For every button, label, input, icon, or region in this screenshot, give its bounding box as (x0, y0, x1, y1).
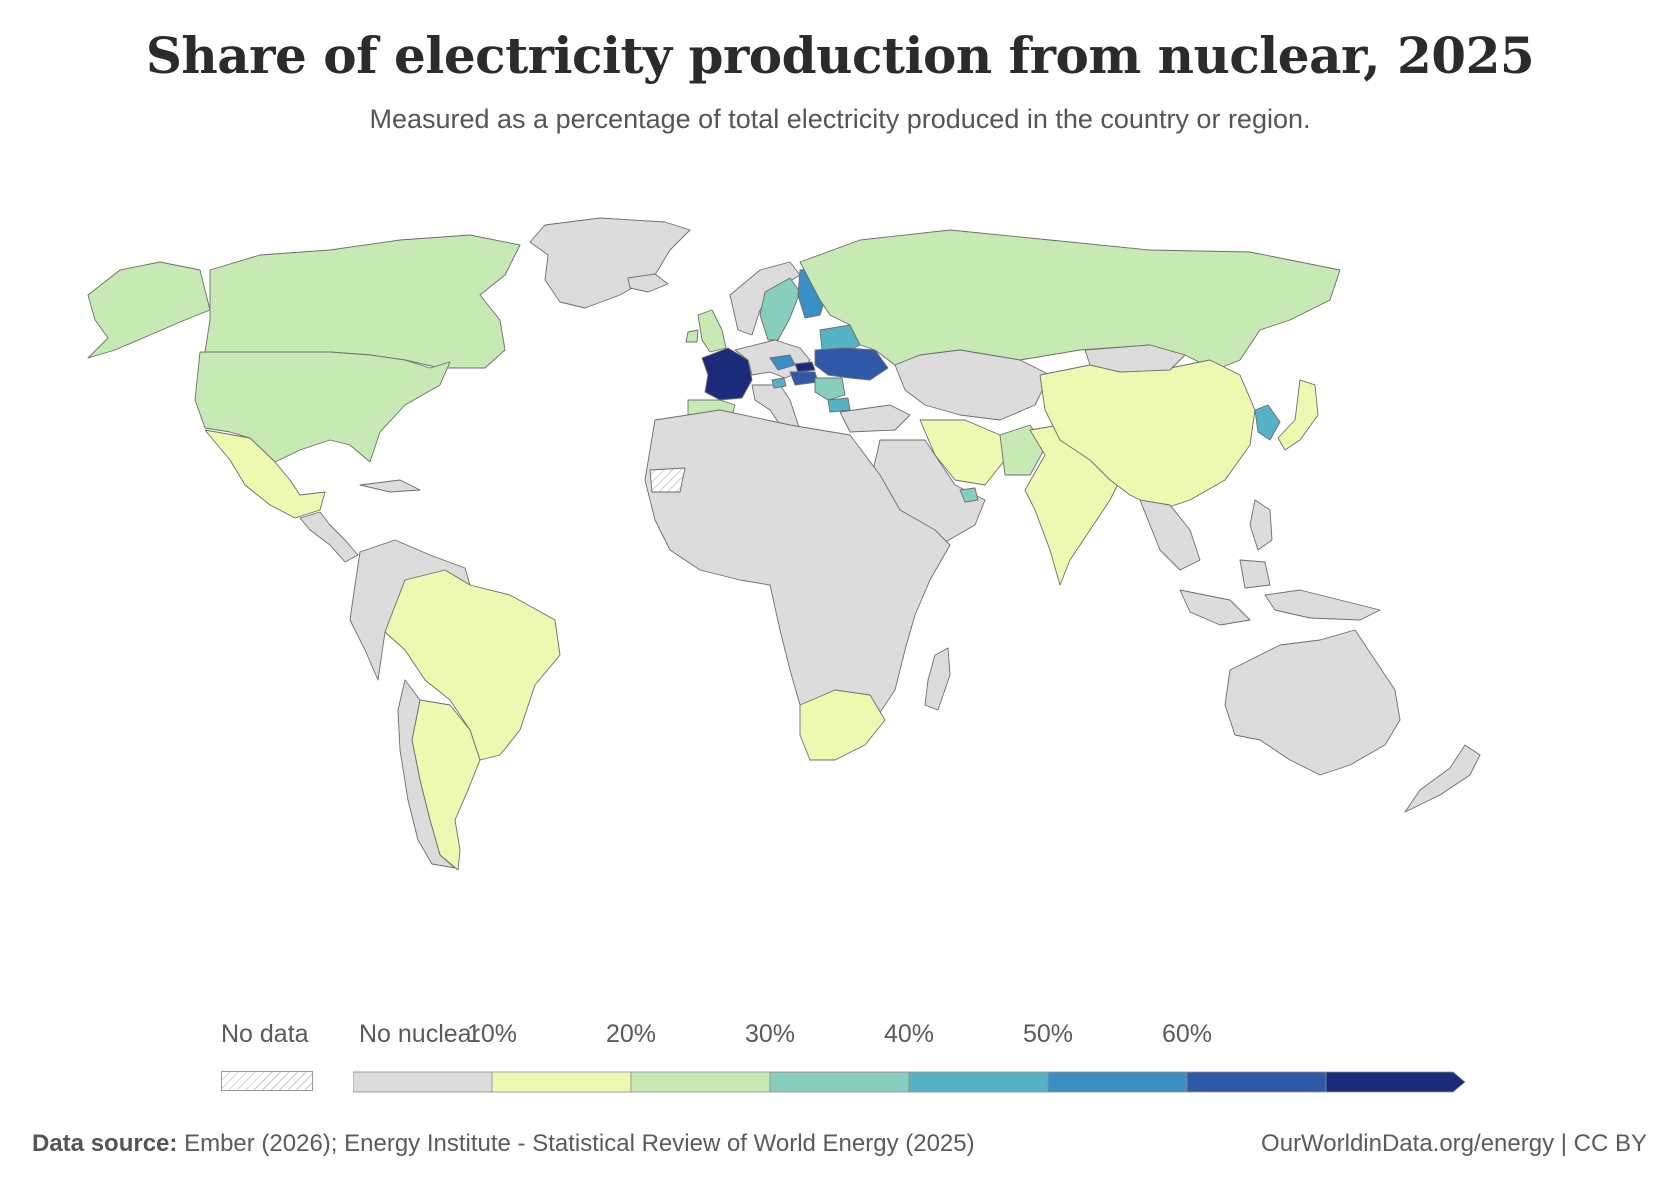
region-australia[interactable]: Australia (1224, 629, 1401, 776)
region-slovakia[interactable]: Slovakia (794, 361, 816, 373)
region-madagascar[interactable]: Madagascar (924, 647, 951, 711)
legend-no-nuclear-label: No nuclear (359, 1020, 480, 1048)
region-central-asia[interactable]: Central Asia (894, 349, 1051, 421)
legend-bin-1[interactable] (491, 1071, 632, 1093)
legend-bin-6[interactable] (1186, 1071, 1327, 1093)
legend-tick-label-6: 60% (1161, 1020, 1213, 1048)
region-japan[interactable]: Japan (1277, 379, 1319, 451)
chart-subtitle: Measured as a percentage of total electr… (369, 104, 1311, 134)
region-canada[interactable]: Canada (204, 234, 521, 369)
footer-source-text: Ember (2026); Energy Institute - Statist… (184, 1130, 975, 1157)
legend-tick-label-3: 30% (744, 1020, 796, 1048)
region-usa[interactable]: United States (194, 351, 451, 463)
legend-bin-3[interactable] (769, 1071, 910, 1093)
region-mongolia[interactable]: Mongolia (1084, 344, 1186, 373)
region-mexico[interactable]: Mexico (204, 429, 326, 519)
region-russia[interactable]: Russia (799, 229, 1341, 371)
region-indonesia[interactable]: Indonesia (1179, 559, 1381, 626)
legend-tick-label-2: 20% (605, 1020, 657, 1048)
legend-color-scale (353, 1071, 1466, 1093)
footer-source: Data source: Ember (2026); Energy Instit… (32, 1130, 975, 1158)
region-pakistan[interactable]: Pakistan (999, 424, 1046, 476)
region-w-sahara[interactable]: Western Sahara (649, 467, 686, 493)
world-map[interactable]: CanadaGreenland AlaskaUnited StatesMexico… (0, 200, 1680, 960)
legend-bin-2[interactable] (630, 1071, 771, 1093)
region-alaska[interactable]: Alaska (87, 261, 211, 359)
region-brazil[interactable]: Brazil (384, 569, 561, 761)
region-se-asia[interactable]: Southeast Asia (1139, 499, 1273, 571)
legend-bin-0[interactable] (353, 1071, 493, 1093)
region-bulgaria[interactable]: Bulgaria (827, 397, 851, 413)
region-iran[interactable]: Iran (919, 419, 1006, 486)
legend-tick-label-4: 40% (883, 1020, 935, 1048)
footer-source-label: Data source: (32, 1130, 178, 1157)
region-uae[interactable]: UAE (959, 487, 979, 503)
region-nz[interactable]: New Zealand (1404, 744, 1481, 813)
chart-title: Share of electricity production from nuc… (145, 26, 1535, 85)
region-romania[interactable]: Romania (814, 377, 846, 401)
region-hungary[interactable]: Hungary (789, 371, 819, 386)
region-france[interactable]: France (701, 347, 753, 401)
region-greenland[interactable]: Greenland (529, 217, 691, 309)
region-korea[interactable]: South Korea (1254, 404, 1281, 441)
footer-credit[interactable]: OurWorldinData.org/energy | CC BY (1261, 1130, 1647, 1157)
legend-no-data-swatch[interactable] (221, 1071, 313, 1091)
legend-tick-label-1: 10% (466, 1020, 518, 1048)
legend-no-data-label: No data (221, 1020, 309, 1048)
region-central-america[interactable]: Central America & Caribbean (299, 479, 421, 563)
region-china[interactable]: China (1039, 359, 1256, 511)
region-slovenia[interactable]: Slovenia (771, 377, 787, 389)
region-sweden[interactable]: Sweden (759, 277, 801, 341)
legend-bin-4[interactable] (908, 1071, 1049, 1093)
region-south-africa[interactable]: South Africa (799, 689, 886, 761)
legend-bin-7[interactable] (1325, 1071, 1466, 1093)
legend: No data No nuclear 10% 20% 30% 40% 50% 60% (0, 1020, 1680, 1093)
legend-tick-label-5: 50% (1022, 1020, 1074, 1048)
legend-bin-5[interactable] (1047, 1071, 1188, 1093)
region-ukraine[interactable]: Ukraine (814, 347, 889, 381)
region-iceland[interactable]: Iceland (627, 273, 669, 293)
region-chile[interactable]: Chile (397, 679, 456, 869)
region-uk[interactable]: United Kingdom (685, 309, 727, 353)
region-turkey[interactable]: Turkey (839, 404, 911, 433)
